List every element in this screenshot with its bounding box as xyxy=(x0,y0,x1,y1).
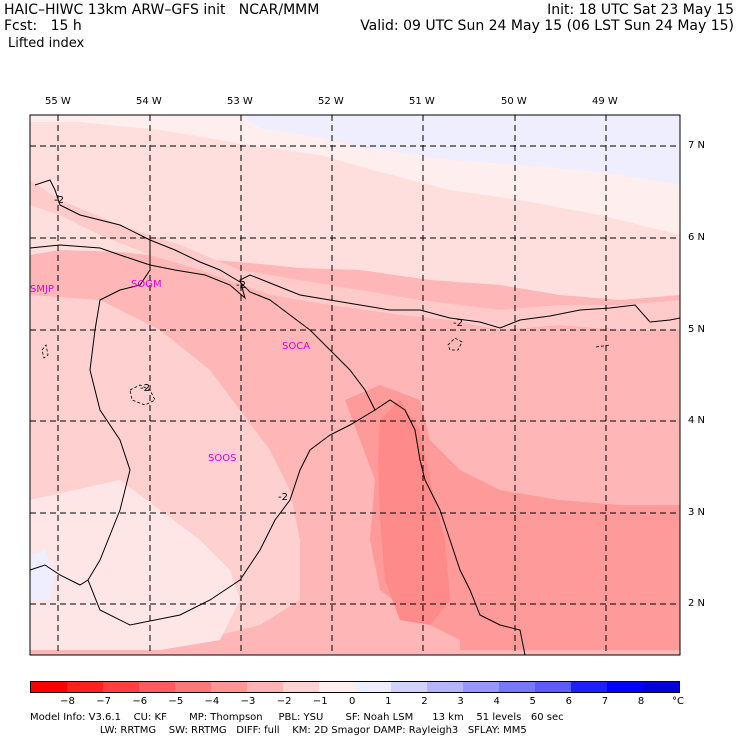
colorbar-swatch xyxy=(643,682,679,692)
colorbar-swatch xyxy=(607,682,643,692)
colorbar xyxy=(30,681,680,693)
lon-label-55w: 55 W xyxy=(45,96,71,107)
contour-minus2 xyxy=(41,337,611,406)
contour-label: -2 xyxy=(140,383,150,394)
lon-label-53w: 53 W xyxy=(227,96,253,107)
lat-label-6n: 6 N xyxy=(688,232,706,243)
lon-label-51w: 51 W xyxy=(409,96,435,107)
lon-label-54w: 54 W xyxy=(136,96,162,107)
station-soca: SOCA xyxy=(282,341,311,352)
station-soos: SOOS xyxy=(208,453,237,464)
lat-label-4n: 4 N xyxy=(688,415,706,426)
lat-label-3n: 3 N xyxy=(688,507,706,518)
colorbar-tick: −7 xyxy=(96,696,111,707)
colorbar-unit: °C xyxy=(672,696,684,707)
colorbar-tick: 4 xyxy=(493,696,500,707)
lat-label-7n: 7 N xyxy=(688,140,706,151)
colorbar-tick: 6 xyxy=(565,696,573,707)
lat-lon-grid xyxy=(30,115,680,655)
forecast-hour: Fcst: 15 h xyxy=(4,18,82,34)
lon-label-49w: 49 W xyxy=(592,96,618,107)
contour-label: -2 xyxy=(453,318,463,329)
model-info-line2: LW: RRTMG SW: RRTMG DIFF: full KM: 2D Sm… xyxy=(30,725,527,736)
contour-label: -2 xyxy=(278,492,288,503)
colorbar-swatch xyxy=(535,682,571,692)
colorbar-swatch xyxy=(391,682,427,692)
colorbar-swatch xyxy=(211,682,247,692)
colorbar-tick: 8 xyxy=(637,696,645,707)
colorbar-tick: 3 xyxy=(457,696,464,707)
colorbar-swatch xyxy=(67,682,103,692)
colorbar-swatch xyxy=(499,682,535,692)
colorbar-tick: 1 xyxy=(385,696,392,707)
contour-label: -2 xyxy=(236,280,246,291)
shade-coastal-band xyxy=(30,180,680,330)
station-smjp: SMJP xyxy=(30,284,54,295)
variable-name: Lifted index xyxy=(8,36,85,51)
colorbar-swatch xyxy=(571,682,607,692)
init-time: Init: 18 UTC Sat 23 May 15 xyxy=(547,2,734,18)
colorbar-swatch xyxy=(283,682,319,692)
colorbar-swatch xyxy=(355,682,391,692)
station-sogm: SOGM xyxy=(131,279,162,290)
lat-label-2n: 2 N xyxy=(688,598,706,609)
shade-positive-ne xyxy=(240,115,680,185)
colorbar-tick: −1 xyxy=(312,696,328,707)
colorbar-swatch xyxy=(175,682,211,692)
lon-label-50w: 50 W xyxy=(501,96,527,107)
colorbar-swatch xyxy=(103,682,139,692)
contour-label: -2 xyxy=(54,195,64,206)
colorbar-swatch xyxy=(463,682,499,692)
colorbar-swatch xyxy=(139,682,175,692)
colorbar-swatch xyxy=(427,682,463,692)
shade-positive-sw xyxy=(30,550,55,600)
colorbar-tick: 0 xyxy=(349,696,356,707)
colorbar-tick: 5 xyxy=(529,696,536,707)
colorbar-tick: −4 xyxy=(204,696,220,707)
colorbar-tick: −2 xyxy=(276,696,292,707)
lat-label-5n: 5 N xyxy=(688,324,706,335)
colorbar-tick: −5 xyxy=(168,696,184,707)
run-title: HAIC–HIWC 13km ARW–GFS init NCAR/MMM xyxy=(4,2,320,18)
lon-label-52w: 52 W xyxy=(318,96,344,107)
shade-interior-sw xyxy=(30,480,240,650)
colorbar-swatch xyxy=(319,682,355,692)
colorbar-tick: −3 xyxy=(240,696,256,707)
colorbar-tick: 2 xyxy=(421,696,428,707)
model-info-line1: Model Info: V3.6.1 CU: KF MP: Thompson P… xyxy=(30,712,564,723)
colorbar-tick: −8 xyxy=(60,696,75,707)
coastline-borders xyxy=(29,179,681,656)
valid-time: Valid: 09 UTC Sun 24 May 15 (06 LST Sun … xyxy=(360,18,734,34)
colorbar-tick: 7 xyxy=(601,696,609,707)
map-frame xyxy=(29,114,681,656)
colorbar-tick: −6 xyxy=(132,696,148,707)
colorbar-swatch xyxy=(31,682,67,692)
colorbar-swatch xyxy=(247,682,283,692)
